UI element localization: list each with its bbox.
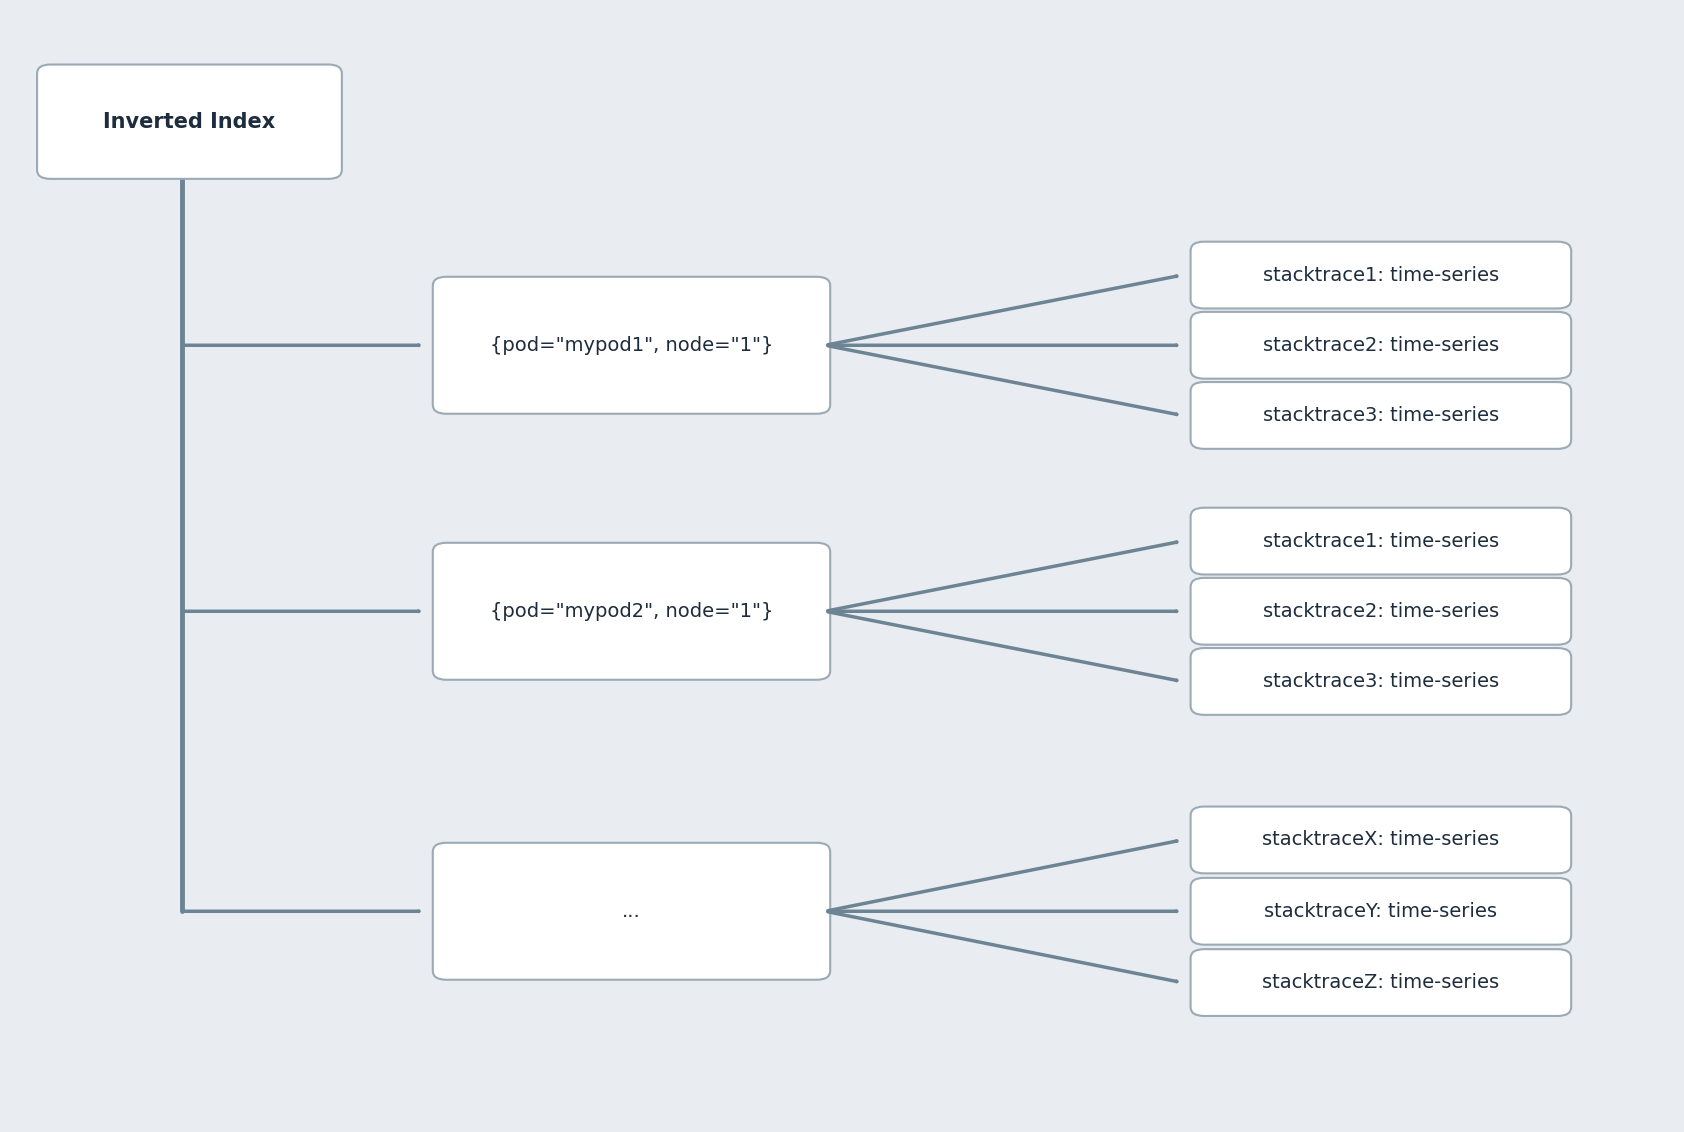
Text: stacktraceY: time-series: stacktraceY: time-series [1265, 902, 1497, 920]
FancyBboxPatch shape [1191, 878, 1571, 944]
Text: ...: ... [621, 902, 642, 920]
Text: stacktrace1: time-series: stacktrace1: time-series [1263, 266, 1499, 284]
FancyBboxPatch shape [1191, 383, 1571, 448]
FancyBboxPatch shape [433, 542, 830, 679]
Text: {pod="mypod2", node="1"}: {pod="mypod2", node="1"} [490, 602, 773, 620]
FancyBboxPatch shape [1191, 806, 1571, 874]
FancyBboxPatch shape [433, 842, 830, 979]
Text: stacktraceZ: time-series: stacktraceZ: time-series [1263, 974, 1499, 992]
FancyBboxPatch shape [1191, 508, 1571, 575]
FancyBboxPatch shape [1191, 648, 1571, 715]
FancyBboxPatch shape [1191, 949, 1571, 1017]
Text: Inverted Index: Inverted Index [103, 112, 276, 131]
Text: stacktrace3: time-series: stacktrace3: time-series [1263, 672, 1499, 691]
FancyBboxPatch shape [1191, 577, 1571, 645]
Text: stacktrace3: time-series: stacktrace3: time-series [1263, 406, 1499, 424]
FancyBboxPatch shape [1191, 312, 1571, 378]
FancyBboxPatch shape [1191, 242, 1571, 308]
Text: stacktrace2: time-series: stacktrace2: time-series [1263, 602, 1499, 620]
Text: stacktraceX: time-series: stacktraceX: time-series [1263, 831, 1499, 849]
FancyBboxPatch shape [37, 65, 342, 179]
Text: stacktrace2: time-series: stacktrace2: time-series [1263, 336, 1499, 354]
Text: stacktrace1: time-series: stacktrace1: time-series [1263, 532, 1499, 550]
Text: {pod="mypod1", node="1"}: {pod="mypod1", node="1"} [490, 336, 773, 354]
FancyBboxPatch shape [433, 277, 830, 414]
